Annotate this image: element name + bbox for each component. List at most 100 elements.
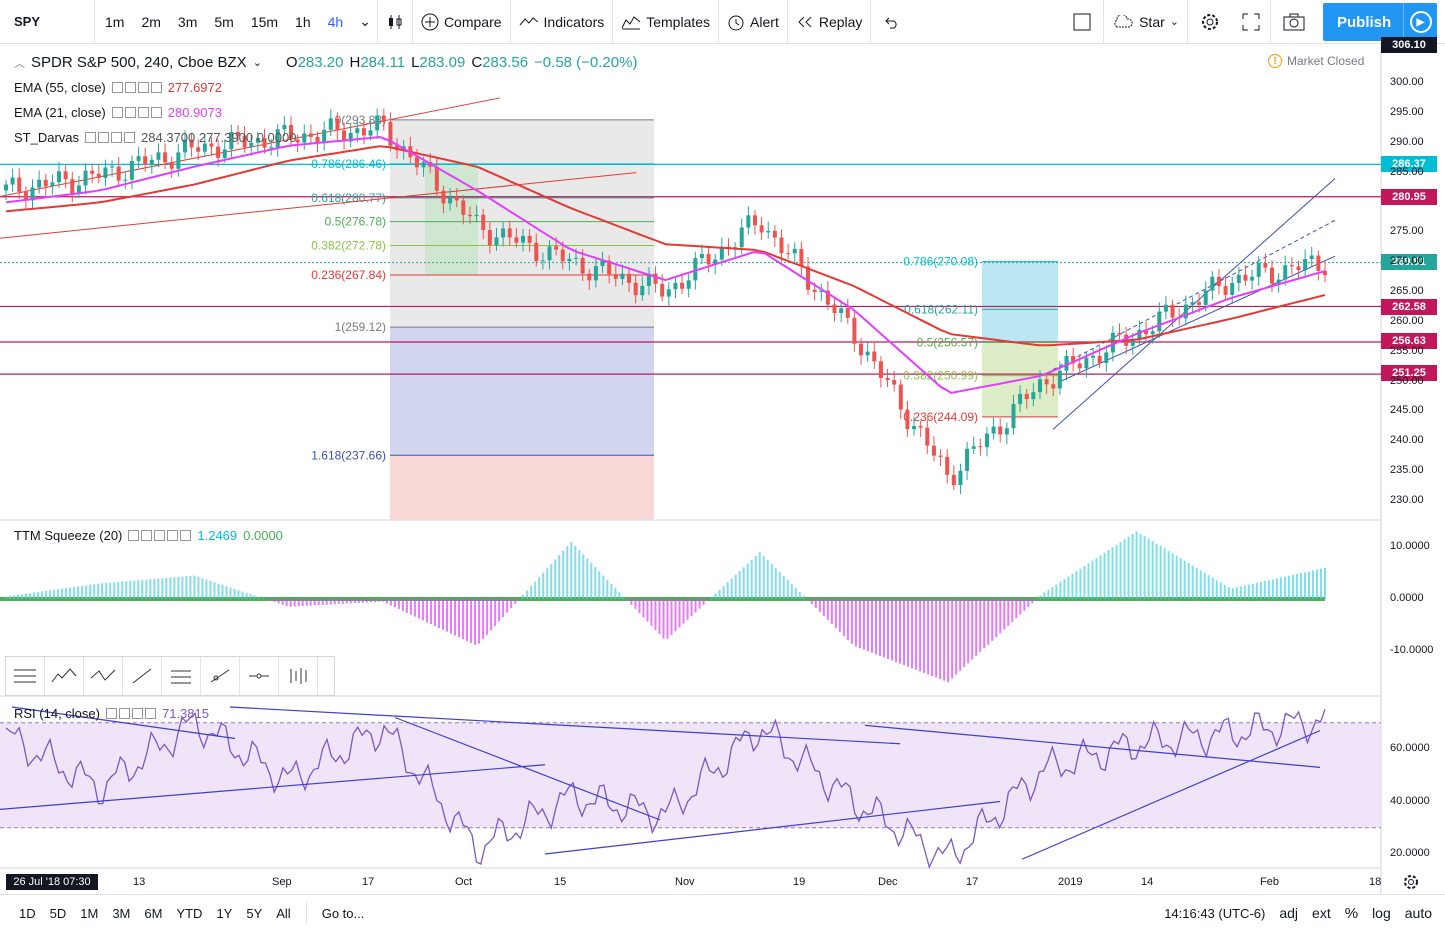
interval-3m[interactable]: 3m bbox=[177, 13, 198, 30]
range-5d[interactable]: 5D bbox=[49, 905, 67, 921]
time-axis-label: 17 bbox=[966, 876, 979, 888]
range-5y[interactable]: 5Y bbox=[246, 905, 263, 921]
rsi-trend-line[interactable] bbox=[864, 724, 1321, 768]
replay-button[interactable]: Replay bbox=[788, 0, 871, 44]
indicators-button[interactable]: Indicators bbox=[511, 0, 613, 44]
candle-body bbox=[189, 139, 194, 148]
scale-option-ext[interactable]: ext bbox=[1312, 904, 1331, 921]
rsi-line[interactable] bbox=[5, 709, 1326, 869]
trend-line-tool[interactable] bbox=[123, 657, 162, 695]
fib-level-label: 0.382(250.99) bbox=[903, 369, 978, 383]
clock[interactable]: 14:16:43 (UTC-6) bbox=[1157, 906, 1272, 921]
chevron-up-icon[interactable]: ︿ bbox=[14, 57, 25, 70]
rsi-axis-label: 20.0000 bbox=[1390, 847, 1430, 859]
scale-option-percent[interactable]: % bbox=[1344, 904, 1359, 922]
channel-line bbox=[0, 172, 637, 239]
publish-arrow-button[interactable]: ▶ bbox=[1403, 3, 1437, 41]
expand-icon bbox=[1242, 13, 1260, 30]
symbol-search[interactable]: SPY bbox=[0, 0, 94, 44]
range-1y[interactable]: 1Y bbox=[216, 905, 233, 921]
axis-settings-button[interactable] bbox=[1402, 873, 1420, 891]
compare-button[interactable]: Compare bbox=[413, 0, 510, 44]
chevron-down-icon[interactable]: ⌄ bbox=[252, 57, 262, 69]
lines-tool[interactable] bbox=[6, 657, 45, 695]
interval-5m[interactable]: 5m bbox=[214, 13, 234, 30]
rsi-trend-line[interactable] bbox=[11, 706, 236, 740]
interval-1h[interactable]: 1h bbox=[295, 13, 311, 30]
ema55-value: 277.6972 bbox=[167, 80, 222, 95]
legend-buttons[interactable] bbox=[105, 708, 156, 719]
range-1m[interactable]: 1M bbox=[80, 905, 99, 921]
fib-zone-red bbox=[390, 455, 654, 520]
interval-2m[interactable]: 2m bbox=[141, 13, 161, 30]
legend-buttons[interactable] bbox=[128, 530, 192, 541]
range-ytd[interactable]: YTD bbox=[176, 905, 203, 921]
interval-dropdown[interactable]: ⌄ bbox=[359, 13, 371, 29]
legend-buttons[interactable] bbox=[85, 132, 136, 143]
scale-option-auto[interactable]: auto bbox=[1404, 904, 1432, 921]
expand-button[interactable] bbox=[1232, 0, 1270, 44]
settings-button[interactable] bbox=[1188, 0, 1232, 44]
candle-body bbox=[282, 125, 287, 130]
candle-body bbox=[832, 304, 837, 314]
candle-body bbox=[182, 139, 187, 153]
candle-body bbox=[37, 179, 42, 188]
elliott-correction-tool[interactable] bbox=[84, 657, 123, 695]
candle-body bbox=[706, 253, 711, 265]
candle-body bbox=[991, 426, 996, 434]
elliott-impulse-tool[interactable] bbox=[45, 657, 84, 695]
ray-tool[interactable] bbox=[201, 657, 240, 695]
rsi-trend-line[interactable] bbox=[394, 716, 661, 821]
chart-style-button[interactable] bbox=[378, 0, 412, 44]
range-all[interactable]: All bbox=[276, 905, 291, 921]
divider bbox=[94, 0, 95, 44]
time-axis-label: Feb bbox=[1260, 876, 1279, 888]
candle-body bbox=[878, 361, 883, 379]
interval-4h[interactable]: 4h bbox=[327, 13, 344, 30]
snapshot-button[interactable] bbox=[1271, 0, 1317, 44]
interval-15m[interactable]: 15m bbox=[250, 13, 279, 30]
ema55-line[interactable] bbox=[5, 145, 1326, 347]
ema21-line[interactable] bbox=[5, 135, 1326, 394]
candle-body bbox=[1216, 276, 1221, 287]
candle-body bbox=[1110, 332, 1115, 353]
range-3m[interactable]: 3M bbox=[112, 905, 131, 921]
candle-body bbox=[348, 132, 353, 142]
candle-body bbox=[361, 128, 366, 136]
range-1d[interactable]: 1D bbox=[19, 905, 36, 921]
alert-button[interactable]: Alert bbox=[719, 0, 787, 44]
fullscreen-toggle-button[interactable] bbox=[1061, 0, 1103, 44]
star-button[interactable]: Star ⌄ bbox=[1104, 0, 1187, 44]
high-value-group: H284.11 bbox=[349, 54, 405, 71]
price-axis-label: 240.00 bbox=[1390, 434, 1424, 447]
legend-buttons[interactable] bbox=[111, 107, 162, 118]
range-6m[interactable]: 6M bbox=[144, 905, 163, 921]
rsi-trend-line[interactable] bbox=[544, 800, 1001, 855]
legend-buttons[interactable] bbox=[111, 82, 162, 93]
interval-1m[interactable]: 1m bbox=[105, 13, 125, 30]
goto-button[interactable]: Go to... bbox=[315, 906, 372, 921]
undo-button[interactable] bbox=[871, 0, 911, 44]
publish-button[interactable]: Publish ▶ bbox=[1323, 3, 1437, 41]
candle-body bbox=[812, 289, 817, 292]
templates-button[interactable]: Templates bbox=[613, 0, 718, 44]
scale-option-adj[interactable]: adj bbox=[1279, 904, 1299, 921]
candle-body bbox=[1051, 384, 1056, 389]
trend-line-icon bbox=[132, 668, 152, 684]
price-tag: 262.58 bbox=[1381, 299, 1437, 315]
candle-body bbox=[1190, 302, 1195, 305]
rsi-trend-line[interactable] bbox=[0, 764, 546, 810]
market-status: ! Market Closed bbox=[1268, 54, 1364, 68]
fib-tool[interactable] bbox=[162, 657, 201, 695]
bars-pattern-tool[interactable] bbox=[279, 657, 318, 695]
horizontal-ray-tool[interactable] bbox=[240, 657, 279, 695]
time-axis-label: 18 bbox=[1369, 876, 1382, 888]
candle-body bbox=[355, 128, 360, 133]
scale-option-log[interactable]: log bbox=[1372, 904, 1391, 921]
rsi-trend-line[interactable] bbox=[1021, 730, 1321, 860]
fib-zone-green bbox=[425, 163, 478, 276]
rsi-trend-line[interactable] bbox=[229, 706, 901, 745]
fib-level-label: 0.618(262.11) bbox=[904, 302, 978, 316]
chart-canvas[interactable]: 0(293.83)0.786(286.46)0.618(280.77)0.5(2… bbox=[0, 44, 1445, 894]
candle-body bbox=[1117, 332, 1122, 335]
